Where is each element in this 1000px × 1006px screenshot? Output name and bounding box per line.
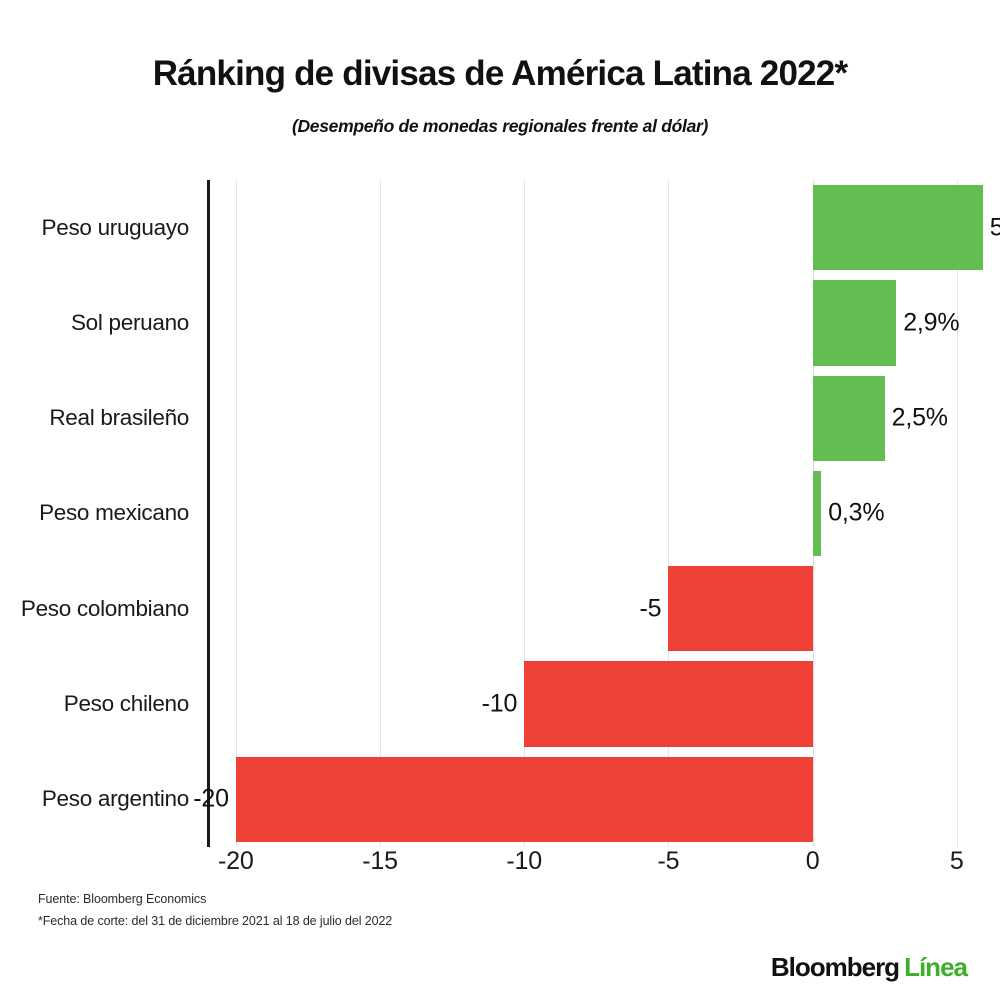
x-axis-tick-labels: -20 -15 -10 -5 0 5 <box>207 847 1000 887</box>
category-label: Real brasileño <box>49 405 189 431</box>
category-label: Peso argentino <box>41 786 189 812</box>
bar[interactable] <box>812 375 885 461</box>
footnote-source: Fuente: Bloomberg Economics <box>38 892 207 906</box>
category-band: Sol peruano <box>0 275 207 370</box>
x-tick-label: 5 <box>949 847 964 875</box>
category-band: Peso colombiano <box>0 561 207 656</box>
category-label: Peso colombiano <box>20 595 189 621</box>
bar-band: -5 <box>207 561 1000 656</box>
category-label: Sol peruano <box>70 309 189 335</box>
x-tick-label: -15 <box>362 847 398 875</box>
category-band: Peso uruguayo <box>0 180 207 275</box>
bar[interactable] <box>812 280 897 366</box>
bar-band: -20 <box>193 752 1000 847</box>
category-label: Peso chileno <box>63 691 190 717</box>
bar[interactable] <box>524 661 813 747</box>
category-band: Peso chileno <box>0 656 207 751</box>
logo-linea-text: Línea <box>904 952 968 982</box>
x-tick-label: 0 <box>805 847 820 875</box>
x-tick-label: -20 <box>218 847 254 875</box>
category-band: Peso mexicano <box>0 466 207 561</box>
x-tick-label: -10 <box>506 847 542 875</box>
bar-band: 2,9% <box>207 275 1000 370</box>
gridline-5 <box>956 180 958 847</box>
bar[interactable] <box>812 470 822 557</box>
chart-header: Ránking de divisas de América Latina 202… <box>0 0 1000 137</box>
y-axis-spine <box>207 180 210 847</box>
gridline--20 <box>235 180 237 847</box>
bar-band: 0,3% <box>207 466 1000 561</box>
bar-value-label: -5 <box>639 594 662 623</box>
gridline--10 <box>524 180 526 847</box>
bar[interactable] <box>235 756 813 842</box>
bar[interactable] <box>812 185 983 271</box>
bar-band: 5,9% <box>207 180 1000 275</box>
gridline--15 <box>380 180 382 847</box>
x-tick-label: -5 <box>657 847 680 875</box>
category-band: Real brasileño <box>0 371 207 466</box>
bar-value-label: 2,5% <box>891 403 948 432</box>
category-label: Peso uruguayo <box>41 214 190 240</box>
category-axis: Peso uruguayo Sol peruano Real brasileño Pe… <box>0 180 207 847</box>
bar-band: 2,5% <box>207 371 1000 466</box>
bar-band: -10 <box>207 656 1000 751</box>
bar-value-label: -20 <box>193 784 229 813</box>
bar-value-label: 5,9% <box>989 213 1000 242</box>
footnotes: Fuente: Bloomberg Economics *Fecha de co… <box>38 889 392 933</box>
bar-value-label: 0,3% <box>828 498 885 527</box>
bar-value-label: -10 <box>481 689 518 718</box>
bloomberg-linea-logo: Bloomberg Línea <box>770 952 968 983</box>
category-band: Peso argentino <box>0 752 207 847</box>
gridline--5 <box>668 180 670 847</box>
logo-bloomberg-text: Bloomberg <box>770 952 900 982</box>
category-label: Peso mexicano <box>39 500 189 526</box>
bar-value-label: 2,9% <box>903 308 960 337</box>
footnote-cutoff: *Fecha de corte: del 31 de diciembre 202… <box>38 913 393 928</box>
plot-area: 5,9% 2,9% 2,5% 0,3% -5 -10 -20 <box>193 180 1000 847</box>
bar[interactable] <box>668 566 813 652</box>
chart-title: Ránking de divisas de América Latina 202… <box>152 54 848 93</box>
chart-subtitle: (Desempeño de monedas regionales frente … <box>291 115 709 136</box>
